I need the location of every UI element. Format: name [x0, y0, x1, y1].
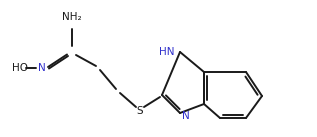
Text: NH₂: NH₂ [62, 12, 82, 22]
Text: N: N [182, 111, 190, 121]
Text: HO: HO [12, 63, 28, 73]
Text: N: N [38, 63, 46, 73]
Text: HN: HN [159, 47, 175, 57]
Text: S: S [137, 106, 143, 116]
